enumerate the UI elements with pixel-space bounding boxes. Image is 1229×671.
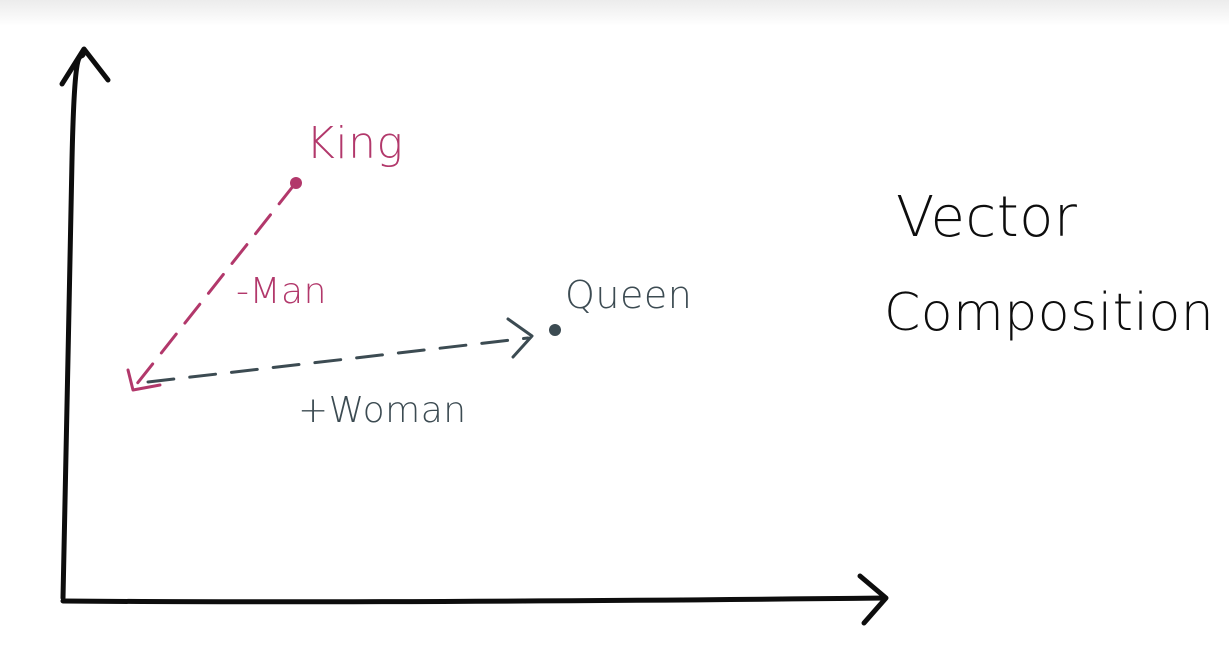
minus-man-label: -Man — [236, 271, 327, 312]
plus-woman-dashed-line — [146, 336, 530, 384]
plus-woman-label: +Woman — [298, 390, 467, 431]
x-axis-line — [60, 595, 888, 605]
minus-man-dashed-line — [134, 183, 296, 387]
axes — [59, 46, 889, 626]
y-axis-arrowhead — [59, 46, 111, 87]
king-label: King — [306, 118, 403, 169]
title-line-1: Vector — [896, 185, 1077, 250]
minus-man-arrowhead — [126, 368, 162, 392]
title-line-2: Composition — [884, 283, 1214, 343]
y-axis-line — [60, 47, 87, 601]
plus-woman-vector — [146, 317, 534, 384]
minus-man-vector — [126, 183, 296, 392]
queen-point — [549, 324, 561, 336]
x-axis-arrowhead — [857, 573, 889, 626]
queen-label: Queen — [565, 273, 692, 317]
top-shade — [0, 0, 1229, 26]
plus-woman-arrowhead — [506, 317, 534, 359]
king-point — [290, 177, 302, 189]
